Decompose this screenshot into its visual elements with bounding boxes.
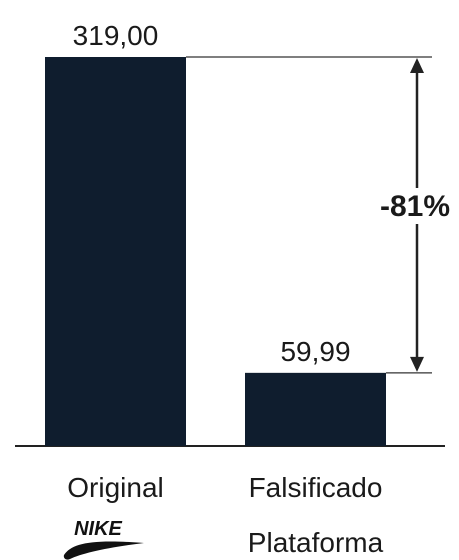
bar-original [45,57,186,446]
bar-falsificado [245,372,386,446]
difference-label-background [375,188,459,224]
nike-logo-wordmark: NIKE [74,518,122,540]
swoosh-icon [63,541,144,560]
value-label-falsificado: 59,99 [280,336,350,367]
category-label-falsificado: Falsificado [249,472,383,503]
sub-label-plataforma: Plataforma [248,527,384,558]
category-label-original: Original [67,472,163,503]
arrow-head-up-icon [410,58,424,73]
value-label-original: 319,00 [73,20,159,51]
difference-label: -81% [380,190,450,223]
nike-swoosh-logo: NIKE [63,518,144,560]
arrow-head-down-icon [410,356,424,372]
